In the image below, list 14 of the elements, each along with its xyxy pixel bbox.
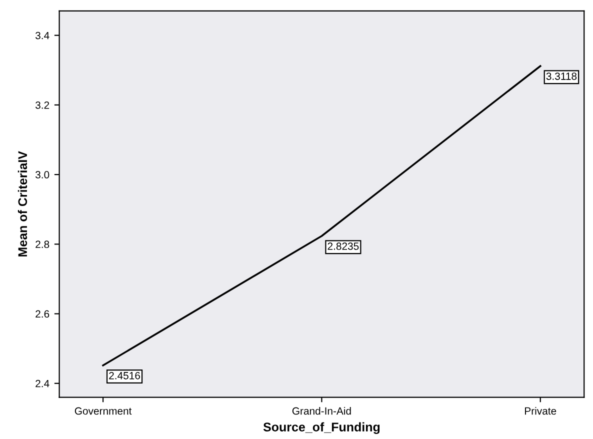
x-tick-label: Grand-In-Aid [292, 407, 351, 415]
y-tick-label: 3.0 [35, 171, 50, 178]
y-tick-label: 2.4 [36, 380, 50, 388]
data-label: 3.3118 [546, 72, 577, 80]
y-tick-label: 2.6 [36, 310, 50, 318]
x-axis-title: Source_of_Funding [263, 422, 380, 434]
data-label: 2.8235 [328, 242, 359, 250]
data-label: 2.4516 [109, 372, 140, 380]
y-axis-title: Mean of CriteriaIV [18, 151, 28, 256]
x-tick-label: Private [525, 407, 556, 415]
y-tick-label: 3.4 [35, 32, 50, 40]
x-tick-label: Government [74, 407, 132, 415]
y-tick-label: 2.8 [36, 240, 50, 248]
y-tick-label: 3.2 [35, 101, 50, 109]
